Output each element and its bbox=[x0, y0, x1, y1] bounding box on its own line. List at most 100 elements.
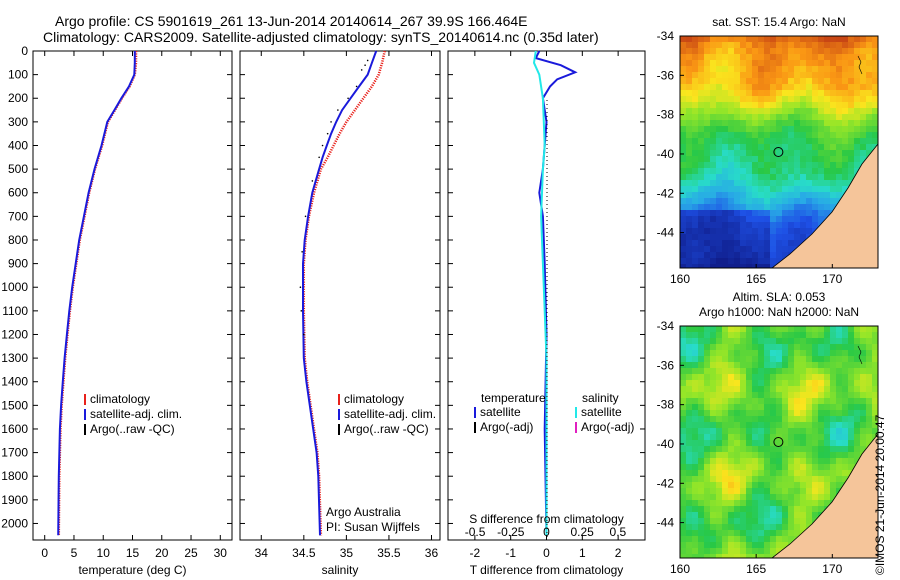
map-cell bbox=[734, 416, 741, 423]
map-cell bbox=[722, 174, 729, 181]
map-cell bbox=[734, 350, 741, 357]
map-cell bbox=[722, 470, 729, 477]
map-cell bbox=[680, 554, 687, 558]
map-cell bbox=[776, 126, 783, 133]
map-cell bbox=[728, 48, 735, 55]
map-cell bbox=[734, 356, 741, 363]
map-cell bbox=[686, 126, 693, 133]
map-cell bbox=[806, 470, 813, 477]
map-cell bbox=[758, 326, 765, 333]
map-cell bbox=[782, 452, 789, 459]
map-cell bbox=[746, 350, 753, 357]
map-cell bbox=[836, 60, 843, 67]
map-cell bbox=[848, 422, 855, 429]
map-cell bbox=[758, 362, 765, 369]
map-cell bbox=[776, 246, 783, 253]
map-cell bbox=[740, 36, 747, 43]
map-cell bbox=[698, 156, 705, 163]
map-cell bbox=[866, 132, 873, 139]
map-cell bbox=[824, 48, 831, 55]
map-cell bbox=[680, 54, 687, 61]
map-cell bbox=[692, 126, 699, 133]
map-cell bbox=[752, 434, 759, 441]
map-cell bbox=[806, 332, 813, 339]
map-cell bbox=[836, 326, 843, 333]
map-cell bbox=[758, 258, 765, 265]
map-cell bbox=[710, 162, 717, 169]
map-cell bbox=[686, 386, 693, 393]
map-cell bbox=[680, 138, 687, 145]
map-cell bbox=[710, 500, 717, 507]
map-cell bbox=[698, 542, 705, 549]
map-cell bbox=[686, 216, 693, 223]
map-cell bbox=[860, 84, 867, 91]
map-cell bbox=[704, 434, 711, 441]
map-cell bbox=[758, 470, 765, 477]
map-cell bbox=[770, 410, 777, 417]
map-cell bbox=[680, 386, 687, 393]
map-cell bbox=[698, 350, 705, 357]
map-cell bbox=[710, 404, 717, 411]
map-cell bbox=[692, 66, 699, 73]
map-cell bbox=[776, 102, 783, 109]
map-cell bbox=[764, 392, 771, 399]
float-marker bbox=[773, 437, 784, 447]
map-cell bbox=[704, 392, 711, 399]
map-cell bbox=[830, 410, 837, 417]
map-cell bbox=[794, 518, 801, 525]
map-cell bbox=[680, 380, 687, 387]
map-cell bbox=[860, 398, 867, 405]
map-cell bbox=[824, 434, 831, 441]
map-cell bbox=[872, 54, 878, 61]
map-cell bbox=[854, 102, 861, 109]
map-cell bbox=[860, 362, 867, 369]
map-cell bbox=[710, 452, 717, 459]
map-cell bbox=[722, 102, 729, 109]
map-cell bbox=[794, 392, 801, 399]
map-cell bbox=[812, 78, 819, 85]
map-cell bbox=[848, 464, 855, 471]
map-cell bbox=[698, 434, 705, 441]
map-cell bbox=[710, 114, 717, 121]
map-cell bbox=[812, 144, 819, 151]
map-cell bbox=[752, 554, 759, 558]
map-cell bbox=[722, 500, 729, 507]
map-cell bbox=[752, 476, 759, 483]
map-cell bbox=[794, 464, 801, 471]
map-cell bbox=[716, 404, 723, 411]
map-cell bbox=[734, 524, 741, 531]
map-cell bbox=[752, 458, 759, 465]
map-cell bbox=[806, 126, 813, 133]
map-cell bbox=[824, 174, 831, 181]
map-cell bbox=[764, 398, 771, 405]
map-cell bbox=[722, 398, 729, 405]
map-cell bbox=[704, 150, 711, 157]
map-cell bbox=[758, 524, 765, 531]
map-cell bbox=[854, 332, 861, 339]
map-cell bbox=[698, 60, 705, 67]
x-axis-label: temperature (deg C) bbox=[78, 563, 186, 577]
map-cell bbox=[770, 54, 777, 61]
map-cell bbox=[788, 162, 795, 169]
map-cell bbox=[872, 96, 878, 103]
map-cell bbox=[842, 452, 849, 459]
map-cell bbox=[788, 368, 795, 375]
map-cell bbox=[692, 168, 699, 175]
map-cell bbox=[758, 192, 765, 199]
map-cell bbox=[740, 186, 747, 193]
map-cell bbox=[716, 150, 723, 157]
map-cell bbox=[758, 36, 765, 43]
map-cell bbox=[716, 90, 723, 97]
map-cell bbox=[692, 362, 699, 369]
map-cell bbox=[848, 434, 855, 441]
map-cell bbox=[782, 464, 789, 471]
map-cell bbox=[848, 144, 855, 151]
map-cell bbox=[842, 410, 849, 417]
map-cell bbox=[776, 258, 783, 265]
map-cell bbox=[842, 338, 849, 345]
axes-box bbox=[239, 50, 441, 541]
map-cell bbox=[830, 440, 837, 447]
map-cell bbox=[680, 404, 687, 411]
map-cell bbox=[782, 512, 789, 519]
map-cell bbox=[698, 108, 705, 115]
